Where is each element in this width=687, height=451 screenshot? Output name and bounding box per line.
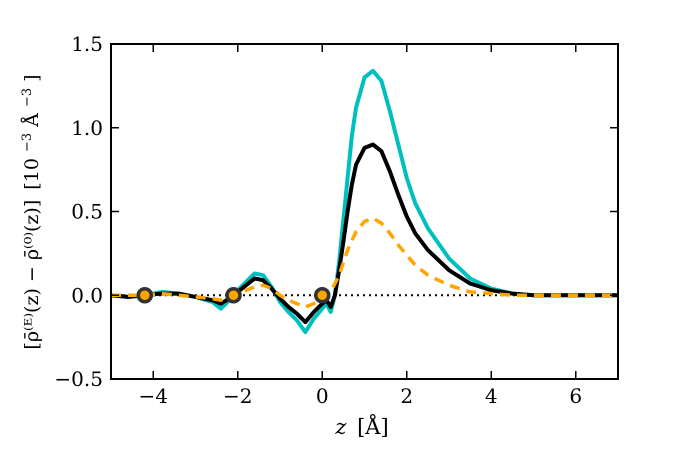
x-tick-label: 2 xyxy=(400,384,413,408)
series-line-1 xyxy=(111,68,618,335)
x-axis-label: z [Å] xyxy=(334,414,388,439)
x-tick-label: −2 xyxy=(223,384,252,408)
series-line-3 xyxy=(111,216,618,309)
y-axis-label-unit-tail: Å xyxy=(21,113,43,128)
y-axis-label-close: ] xyxy=(21,74,43,81)
y-tick-label: −0.5 xyxy=(54,367,103,391)
x-axis-var: z xyxy=(334,415,347,439)
marker-point-1 xyxy=(136,287,154,304)
y-axis-label-exp: −3 xyxy=(20,133,35,152)
y-axis-label-exp2: −3 xyxy=(20,88,35,107)
marker-layer xyxy=(136,287,331,304)
y-axis-label-unit: [10 xyxy=(21,158,43,190)
tick-label-layer: −4 −2 0 2 4 6 −0.5 0.0 0.5 1.0 1.5 xyxy=(54,32,582,408)
axes-frame xyxy=(110,43,619,380)
y-axis-label-main: [ρ̄⁽ᴱ⁾(z) − ρ̄⁽⁰⁾(z)] xyxy=(21,200,43,350)
y-tick-label: 0.5 xyxy=(71,200,103,224)
marker-point-3 xyxy=(314,287,331,304)
y-tick-label: 0.0 xyxy=(71,283,103,307)
tick-layer xyxy=(111,43,618,380)
x-tick-label: −4 xyxy=(139,384,168,408)
y-axis-label: [ρ̄⁽ᴱ⁾(z) − ρ̄⁽⁰⁾(z)] [10 −3 Å −3 ] xyxy=(20,74,44,349)
x-tick-label: 6 xyxy=(569,384,582,408)
y-tick-label: 1.0 xyxy=(71,116,103,140)
y-tick-label: 1.5 xyxy=(71,32,103,56)
x-tick-label: 0 xyxy=(316,384,329,408)
x-tick-label: 4 xyxy=(485,384,498,408)
series-line-2 xyxy=(111,142,618,325)
marker-point-2 xyxy=(225,287,242,304)
x-axis-unit: [Å] xyxy=(357,414,389,439)
series-layer xyxy=(111,68,618,335)
